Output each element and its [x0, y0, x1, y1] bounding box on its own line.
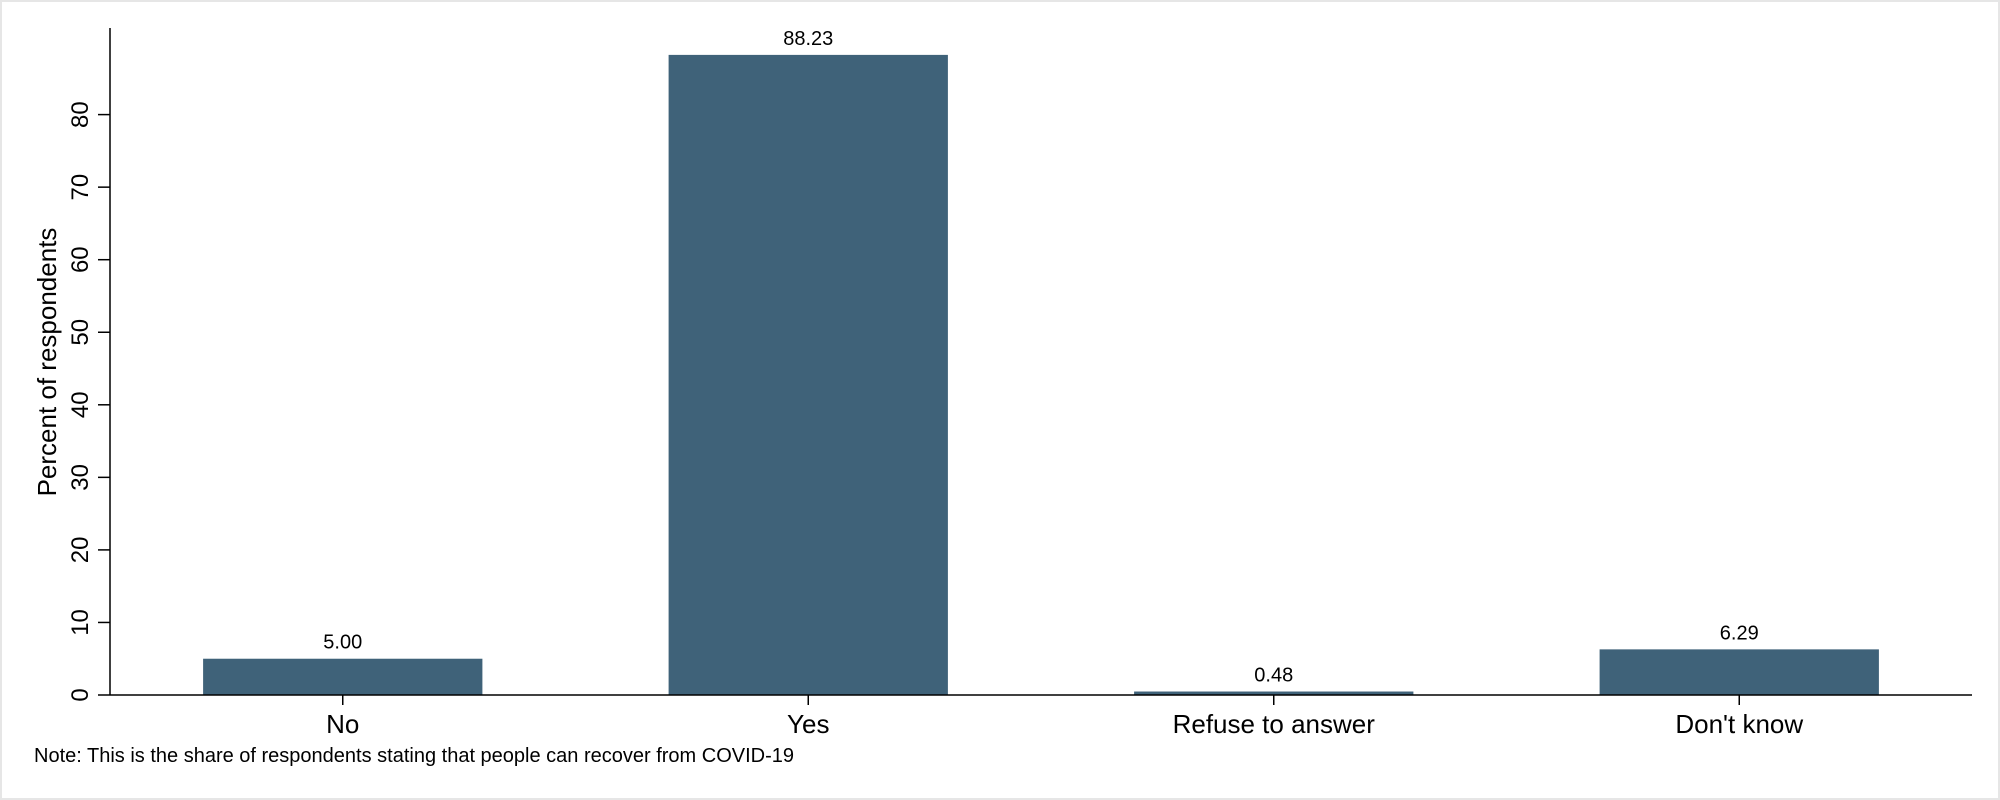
y-tick-label: 70 — [67, 174, 94, 201]
bar — [1134, 691, 1414, 695]
data-label: 88.23 — [783, 28, 833, 50]
y-tick-label: 60 — [67, 246, 94, 273]
y-tick-label: 50 — [67, 319, 94, 346]
chart-note: Note: This is the share of respondents s… — [34, 745, 794, 767]
y-tick-label: 10 — [67, 609, 94, 636]
bars-layer — [203, 54, 1879, 695]
y-axis: 0 10 20 30 40 50 60 70 80 — [67, 28, 111, 702]
x-axis: No Yes Refuse to answer Don't know — [110, 694, 1972, 739]
data-label: 6.29 — [1720, 622, 1759, 644]
y-tick-label: 0 — [67, 688, 94, 701]
data-label: 5.00 — [323, 632, 362, 654]
y-tick-label: 80 — [67, 101, 94, 128]
y-tick-label: 40 — [67, 391, 94, 418]
x-tick-label: No — [326, 709, 359, 739]
y-tick-label: 20 — [67, 537, 94, 564]
data-label: 0.48 — [1254, 665, 1293, 687]
x-tick-label: Don't know — [1675, 709, 1803, 739]
bar — [668, 54, 948, 695]
bar — [203, 658, 483, 695]
y-tick-label: 30 — [67, 464, 94, 491]
data-labels-layer: 5.00 88.23 0.48 6.29 — [323, 28, 1758, 687]
x-tick-label: Yes — [787, 709, 829, 739]
x-tick-label: Refuse to answer — [1173, 709, 1376, 739]
bar — [1599, 649, 1879, 695]
y-axis-title: Percent of respondents — [32, 228, 62, 497]
